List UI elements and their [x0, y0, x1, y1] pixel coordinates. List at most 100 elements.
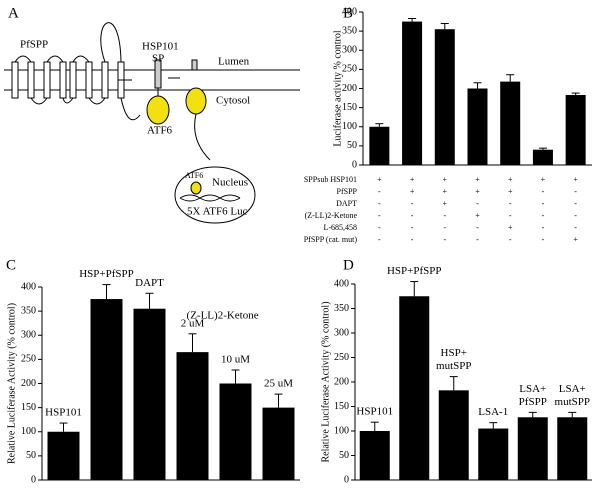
helix — [69, 61, 77, 99]
y-tick-label: 300 — [21, 330, 36, 341]
condition-sign: - — [509, 211, 512, 220]
label: ATF6 — [185, 171, 203, 180]
condition-sign: + — [508, 175, 513, 184]
y-tick-label: 150 — [21, 402, 36, 413]
atf6 — [146, 95, 170, 125]
y-tick-label: 300 — [342, 45, 357, 56]
helix — [59, 61, 67, 99]
condition-sign: + — [541, 175, 546, 184]
y-tick-label: 150 — [342, 102, 357, 113]
condition-sign: + — [573, 175, 578, 184]
condition-sign: + — [377, 175, 382, 184]
condition-label: SPPsub HSP101 — [304, 175, 357, 184]
y-tick-label: 400 — [334, 278, 349, 289]
y-tick-label: 250 — [342, 64, 357, 75]
condition-sign: - — [443, 235, 446, 244]
category-label: 2 uM — [181, 317, 205, 329]
condition-sign: - — [378, 223, 381, 232]
condition-label: DAPT — [336, 199, 357, 208]
label: Lumen — [218, 56, 250, 68]
y-tick-label: 400 — [21, 281, 36, 292]
y-tick-label: 50 — [339, 450, 349, 461]
loop — [14, 22, 141, 121]
condition-sign: + — [475, 175, 480, 184]
condition-sign: - — [509, 199, 512, 208]
label: Nucleus — [212, 177, 248, 189]
condition-sign: - — [509, 235, 512, 244]
condition-sign: - — [378, 211, 381, 220]
y-tick-label: 350 — [342, 25, 357, 36]
helix — [85, 61, 93, 99]
helix — [11, 61, 19, 99]
label: SP — [152, 53, 164, 65]
panel-a — [4, 22, 300, 224]
condition-sign: - — [378, 199, 381, 208]
y-tick-label: 200 — [334, 376, 349, 387]
bar — [219, 383, 252, 480]
y-tick-label: 300 — [334, 327, 349, 338]
y-tick-label: 100 — [334, 425, 349, 436]
condition-sign: - — [411, 211, 414, 220]
condition-sign: - — [378, 235, 381, 244]
y-tick-label: 0 — [352, 159, 357, 170]
y-tick-label: 150 — [334, 401, 349, 412]
bar — [90, 299, 123, 480]
category-label: LSA+ — [519, 383, 546, 395]
label: ATF6 — [147, 125, 173, 137]
nucleus — [174, 166, 256, 224]
panel-label: C — [6, 257, 16, 273]
bar — [532, 149, 553, 165]
condition-sign: + — [475, 211, 480, 220]
condition-sign: - — [574, 187, 577, 196]
cleaved-peptide — [191, 59, 198, 71]
label: Cytosol — [216, 95, 250, 107]
bar — [133, 308, 166, 480]
annotation: (Z-LL)2-Ketone — [187, 309, 259, 321]
y-tick-label: 200 — [21, 378, 36, 389]
condition-sign: - — [411, 223, 414, 232]
y-tick-label: 350 — [21, 305, 36, 316]
condition-sign: - — [476, 235, 479, 244]
panel-label: A — [8, 5, 19, 21]
category-label: mutSPP — [555, 396, 590, 408]
condition-label: PfSPP (cat. mut) — [304, 235, 358, 244]
category-label: HSP+PfSPP — [79, 268, 134, 280]
bar — [176, 352, 209, 480]
panel-label: D — [343, 257, 354, 273]
y-tick-label: 350 — [334, 303, 349, 314]
condition-sign: - — [542, 187, 545, 196]
y-tick-label: 200 — [342, 83, 357, 94]
condition-sign: + — [410, 187, 415, 196]
y-tick-label: 100 — [21, 426, 36, 437]
bar — [359, 431, 390, 480]
label: HSP101 — [142, 41, 179, 53]
y-tick-label: 50 — [347, 140, 357, 151]
condition-sign: + — [475, 187, 480, 196]
condition-sign: + — [573, 235, 578, 244]
condition-label: (Z-LL)2-Ketone — [305, 211, 358, 220]
category-label: 10 uM — [221, 354, 250, 366]
category-label: LSA-1 — [478, 406, 508, 418]
bar — [47, 431, 80, 480]
bar — [478, 428, 509, 480]
category-label: HSP101 — [356, 406, 393, 418]
y-axis-label: Relative Luciferase Activity (% control) — [6, 303, 17, 464]
condition-sign: - — [443, 211, 446, 220]
condition-sign: + — [443, 175, 448, 184]
helix — [27, 61, 35, 99]
y-tick-label: 400 — [342, 6, 357, 17]
bar — [438, 390, 469, 480]
helix — [43, 61, 51, 99]
bar — [565, 95, 586, 165]
arrow — [194, 113, 211, 161]
condition-sign: - — [476, 199, 479, 208]
condition-label: PfSPP — [337, 187, 358, 196]
panel-label: B — [343, 5, 353, 21]
y-tick-label: 0 — [344, 474, 349, 485]
category-label: HSP+PfSPP — [387, 265, 442, 277]
bar — [402, 21, 423, 165]
condition-sign: + — [410, 175, 415, 184]
category-label: mutSPP — [436, 360, 471, 372]
y-tick-label: 100 — [342, 121, 357, 132]
